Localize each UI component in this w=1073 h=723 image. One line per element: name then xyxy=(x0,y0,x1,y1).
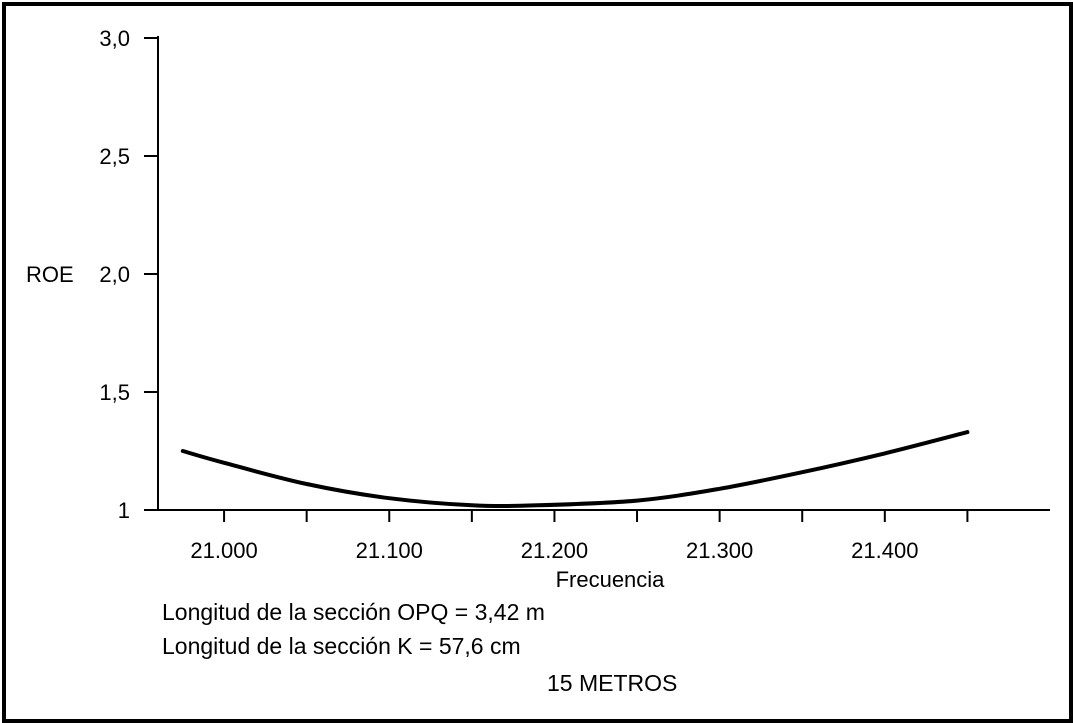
x-axis: 21.000 21.100 21.200 21.300 21.400 xyxy=(158,509,1050,563)
y-tick-label: 2,5 xyxy=(99,144,130,169)
x-tick-label: 21.200 xyxy=(521,538,588,563)
series-line xyxy=(180,430,970,509)
note-band: 15 METROS xyxy=(547,670,678,696)
y-tick-label: 3,0 xyxy=(99,26,130,51)
y-axis: 1 1,5 2,0 2,5 3,0 xyxy=(99,26,159,523)
x-axis-label: Frecuencia xyxy=(556,567,666,592)
y-tick-label: 1,5 xyxy=(99,380,130,405)
series-group xyxy=(180,430,970,509)
note-section-k: Longitud de la sección K = 57,6 cm xyxy=(162,633,521,659)
x-tick-label: 21.000 xyxy=(190,538,257,563)
x-tick-label: 21.400 xyxy=(851,538,918,563)
y-tick-label: 1 xyxy=(118,498,130,523)
x-tick-label: 21.300 xyxy=(686,538,753,563)
note-section-opq: Longitud de la sección OPQ = 3,42 m xyxy=(162,599,545,625)
y-tick-label: 2,0 xyxy=(99,262,130,287)
x-tick-label: 21.100 xyxy=(356,538,423,563)
y-axis-label: ROE xyxy=(26,262,74,287)
